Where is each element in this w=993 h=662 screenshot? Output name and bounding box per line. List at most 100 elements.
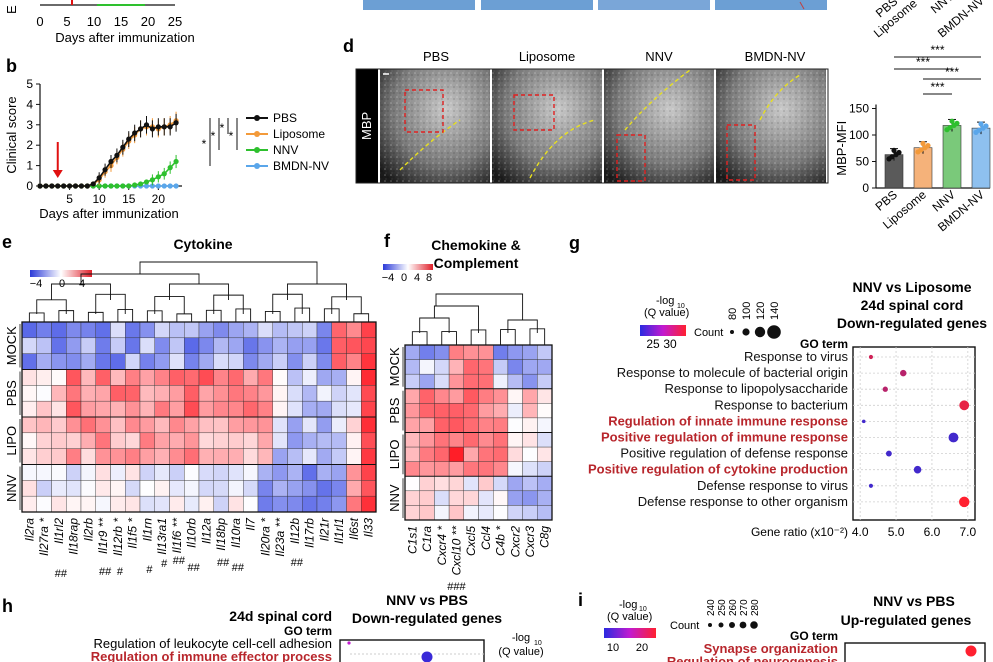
scale-tick: 0 — [401, 272, 407, 284]
heatmap-cell — [346, 353, 362, 370]
heatmap-cell — [257, 480, 273, 497]
heatmap-cell — [478, 373, 494, 389]
heatmap-cell — [21, 353, 37, 370]
data-point — [143, 179, 150, 185]
heatmap-cell — [419, 446, 435, 462]
heatmap-cell — [522, 490, 538, 506]
row-group-label: LIPO — [4, 426, 19, 456]
heatmap-cell — [419, 388, 435, 404]
heatmap-cell — [139, 480, 155, 497]
panel-i-term: Regulation of neurogenesis — [667, 654, 838, 662]
lesion-boundary — [624, 69, 691, 131]
y-tick-label: 2 — [26, 138, 33, 152]
q-legend-q: (Q value) — [644, 307, 689, 319]
heatmap-cell — [80, 337, 96, 354]
heatmap-cell — [66, 385, 82, 402]
heatmap-cell — [404, 417, 420, 433]
heatmap-cell — [169, 337, 185, 354]
chemokine-title-line2: Complement — [434, 255, 519, 271]
x-tick-label: 4.0 — [852, 525, 869, 539]
heatmap-cell — [522, 432, 538, 448]
panel-a-tick: 20 — [141, 14, 155, 29]
heatmap-cell — [213, 432, 229, 449]
heatmap-cell — [537, 359, 553, 375]
heatmap-cell — [257, 400, 273, 418]
heatmap-cell — [404, 403, 420, 419]
heatmap-cell — [110, 337, 126, 354]
heatmap-cell — [213, 369, 229, 386]
dendrogram-branch — [419, 317, 450, 333]
heatmap-cell — [66, 337, 82, 354]
heatmap-cell — [36, 369, 52, 386]
heatmap-cell — [21, 337, 37, 354]
replicate-point — [954, 120, 960, 126]
heatmap-cell — [463, 476, 479, 492]
heatmap-cell — [21, 480, 37, 497]
heatmap-cell — [228, 369, 244, 386]
heatmap-cell — [51, 337, 67, 354]
heatmap-cell — [537, 490, 553, 506]
data-point — [167, 165, 173, 171]
heatmap-cell — [287, 416, 303, 434]
go-term-label: Defense response to virus — [697, 478, 849, 493]
heatmap-cell — [198, 480, 214, 497]
heatmap-cell — [493, 490, 509, 506]
go-term-header: GO term — [800, 337, 848, 351]
heatmap-cell — [522, 388, 538, 404]
heatmap-cell — [198, 464, 214, 481]
heatmap-cell — [478, 359, 494, 375]
legend-marker — [254, 115, 260, 121]
heatmap-cell — [36, 464, 52, 481]
mbp-side-label: MBP — [359, 112, 374, 140]
count-legend-tick: 140 — [769, 302, 781, 320]
significance-mark: ## — [99, 566, 112, 578]
heatmap-cell — [448, 344, 465, 360]
heatmap-cell — [184, 480, 200, 497]
heatmap-cell — [80, 353, 96, 370]
data-point — [173, 120, 179, 126]
significance-star: * — [220, 121, 225, 135]
dendrogram-branch — [411, 331, 428, 345]
scale-tick: 8 — [426, 272, 432, 284]
heatmap-cell — [346, 495, 362, 513]
micrograph-texture — [380, 69, 490, 183]
x-tick-label: 5.0 — [888, 525, 905, 539]
heatmap-cell — [125, 321, 141, 339]
heatmap-cell — [139, 416, 155, 434]
heatmap-cell — [110, 353, 126, 370]
heatmap-cell — [110, 385, 126, 402]
heatmap-cell — [404, 359, 420, 375]
heatmap-cell — [493, 359, 509, 375]
x-tick-label: 7.0 — [959, 525, 976, 539]
heatmap-cell — [154, 369, 170, 386]
heatmap-cell — [36, 448, 52, 465]
heatmap-cell — [404, 461, 420, 477]
replicate-point — [949, 118, 955, 124]
heatmap-cell — [228, 480, 244, 497]
heatmap-cell — [331, 432, 347, 449]
heatmap-cell — [272, 464, 288, 481]
panel-h-fragment: 24d spinal cord NNV vs PBS Down-regulate… — [91, 592, 544, 662]
heatmap-cell — [537, 461, 553, 477]
heatmap-cell — [80, 416, 96, 434]
heatmap-cell — [493, 344, 509, 360]
significance-star: * — [202, 137, 207, 151]
heatmap-cell — [272, 448, 288, 465]
heatmap-cell — [169, 353, 185, 370]
heatmap-cell — [213, 416, 229, 434]
go-bubble — [959, 400, 970, 411]
gene-label: Cxcr3 — [523, 526, 537, 558]
heatmap-cell — [80, 495, 96, 513]
heatmap-cell — [272, 416, 288, 434]
dendrogram-branch — [80, 273, 200, 284]
heatmap-cell — [346, 448, 362, 465]
data-point — [155, 124, 161, 130]
heatmap-cell — [66, 432, 82, 449]
significance-mark: ## — [232, 562, 245, 574]
heatmap-cell — [507, 505, 523, 521]
heatmap-cell — [419, 417, 435, 433]
significance-mark: ## — [55, 568, 68, 580]
go-term-label: Response to virus — [744, 349, 849, 364]
heatmap-cell — [213, 495, 229, 513]
gene-label: Il10rb — [185, 518, 199, 548]
